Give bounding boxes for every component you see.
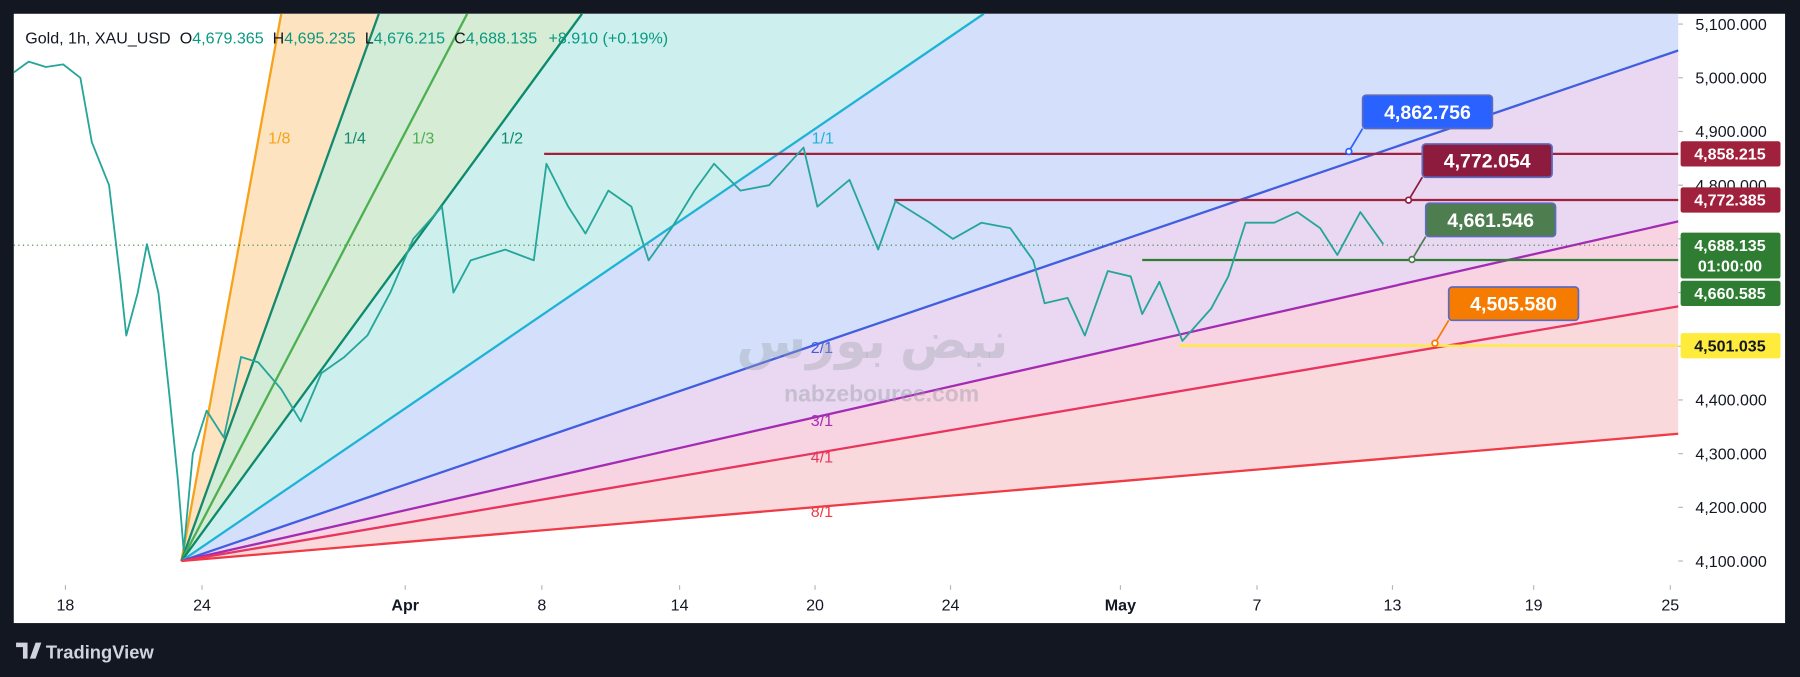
low-value: 4,676.215 xyxy=(374,30,445,48)
price-label: 4,772.385 xyxy=(1694,192,1765,210)
fan-label: 4/1 xyxy=(811,448,833,466)
low-label: L xyxy=(365,30,374,48)
price-label: 4,660.585 xyxy=(1694,285,1765,303)
close-value: 4,688.135 xyxy=(466,30,537,48)
y-tick-label: 5,100.000 xyxy=(1695,16,1766,34)
fan-line xyxy=(181,305,1679,563)
y-tick-label: 4,300.000 xyxy=(1695,445,1766,463)
high-label: H xyxy=(273,30,285,48)
fan-label: 2/1 xyxy=(811,339,833,357)
fan-line xyxy=(181,49,1679,563)
watermark-brand: نبض بورس xyxy=(737,312,1009,371)
price-label: 4,688.135 xyxy=(1694,237,1765,255)
callout-point xyxy=(1431,339,1439,347)
watermark-site: nabzebouree.com xyxy=(784,381,979,407)
callout-leader xyxy=(1407,176,1424,201)
callout-box xyxy=(1361,94,1494,130)
fan-band xyxy=(181,13,1679,562)
x-tick-label: 8 xyxy=(537,596,546,614)
callout-label: 4,661.546 xyxy=(1447,210,1534,232)
fan-label: 1/8 xyxy=(268,129,290,147)
x-tick-label: 19 xyxy=(1525,596,1543,614)
fan-label: 8/1 xyxy=(811,503,833,521)
y-tick-label: 5,000.000 xyxy=(1695,70,1766,88)
brand-name: TradingView xyxy=(46,642,155,663)
y-tick-label: 4,400.000 xyxy=(1695,392,1766,410)
x-tick-label: 7 xyxy=(1253,596,1262,614)
close-label: C xyxy=(454,30,466,48)
y-tick-label: 4,100.000 xyxy=(1695,553,1766,571)
overlay: 4,862.756 4,772.054 4,661.546 4,505.580 4,10… xyxy=(57,16,1781,614)
callout-leader xyxy=(1411,236,1427,260)
fan-line xyxy=(180,13,583,562)
callout-box xyxy=(1421,143,1553,179)
callout-leader xyxy=(1434,319,1450,344)
fan-label: 1/3 xyxy=(412,129,434,147)
price-label-box xyxy=(1680,141,1781,167)
callout-label: 4,772.054 xyxy=(1444,150,1531,172)
fan-line xyxy=(180,13,469,562)
high-value: 4,695.235 xyxy=(284,30,355,48)
callout-box xyxy=(1424,202,1557,238)
fan-line xyxy=(181,432,1679,563)
x-tick-label: Apr xyxy=(391,596,419,614)
callout-leader xyxy=(1348,128,1364,152)
fan-label: 3/1 xyxy=(811,412,833,430)
price-label: 4,501.035 xyxy=(1694,337,1765,355)
y-tick-label: 4,200.000 xyxy=(1695,499,1766,517)
callout-point xyxy=(1345,147,1353,156)
x-tick-label: 24 xyxy=(942,596,960,614)
callout-point xyxy=(1408,255,1416,264)
symbol: Gold, 1h, XAU_USD xyxy=(25,30,170,48)
fan-line xyxy=(180,13,380,562)
fan-line xyxy=(180,13,985,562)
open-value: 4,679.365 xyxy=(192,30,263,48)
logo-mark xyxy=(16,642,42,659)
change: +8.910 (+0.19%) xyxy=(549,30,669,48)
x-tick-label: 14 xyxy=(671,596,689,614)
fan-line xyxy=(180,13,283,562)
callout-label: 4,862.756 xyxy=(1384,102,1471,124)
price-label-box xyxy=(1680,187,1781,213)
callout-box xyxy=(1447,286,1580,322)
price-label-box xyxy=(1680,333,1781,359)
callout-label: 4,505.580 xyxy=(1470,294,1557,316)
price-label-box xyxy=(1680,232,1781,279)
plot-area: 1/8 1/4 1/3 1/2 1/1 2/1 3/1 4/1 8/1 xyxy=(13,13,1679,563)
fan-label: 1/2 xyxy=(501,129,523,147)
y-tick-label: 4,900.000 xyxy=(1695,123,1766,141)
price-label: 01:00:00 xyxy=(1698,258,1762,276)
price-line xyxy=(13,60,1385,552)
x-tick-label: 18 xyxy=(57,596,75,614)
x-tick-label: 13 xyxy=(1384,596,1402,614)
x-tick-label: 25 xyxy=(1661,596,1679,614)
price-label-box xyxy=(1680,280,1781,307)
fan-line xyxy=(181,220,1679,563)
x-tick-label: 20 xyxy=(806,596,824,614)
x-tick-label: 24 xyxy=(193,596,211,614)
fan-label: 1/1 xyxy=(812,129,834,147)
callout-point xyxy=(1404,196,1413,204)
header: Gold, 1h, XAU_USD O4,679.365 H4,695.235 … xyxy=(25,30,668,48)
fan-label: 1/4 xyxy=(344,129,366,147)
tradingview-logo: TradingView xyxy=(16,642,154,663)
price-label: 4,858.215 xyxy=(1694,146,1765,164)
open-label: O xyxy=(180,30,192,48)
x-tick-label: May xyxy=(1105,596,1136,614)
